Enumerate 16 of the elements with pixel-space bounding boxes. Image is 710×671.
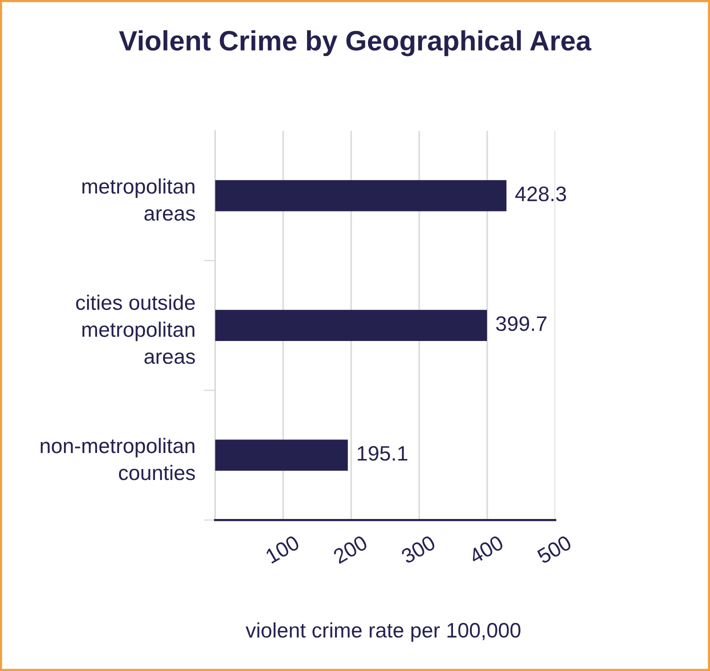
y-tick-label: cities outside metropolitan areas bbox=[76, 294, 195, 364]
x-tick-label: 300 bbox=[400, 534, 436, 564]
y-tick-label: non-metropolitan counties bbox=[40, 438, 195, 480]
bar bbox=[215, 310, 487, 341]
chart-title: Violent Crime by Geographical Area bbox=[119, 30, 592, 56]
bar bbox=[215, 440, 348, 471]
x-tick-label: 400 bbox=[468, 534, 504, 564]
x-axis-title: violent crime rate per 100,000 bbox=[246, 622, 520, 642]
data-label: 399.7 bbox=[496, 316, 546, 332]
x-tick-label: 100 bbox=[264, 534, 300, 564]
bar bbox=[215, 180, 506, 212]
y-tick-label: metropolitan areas bbox=[82, 178, 195, 221]
data-label: 195.1 bbox=[358, 446, 408, 461]
x-tick-label: 500 bbox=[536, 534, 572, 564]
data-label: 428.3 bbox=[515, 186, 566, 202]
x-tick-label: 200 bbox=[332, 534, 368, 564]
